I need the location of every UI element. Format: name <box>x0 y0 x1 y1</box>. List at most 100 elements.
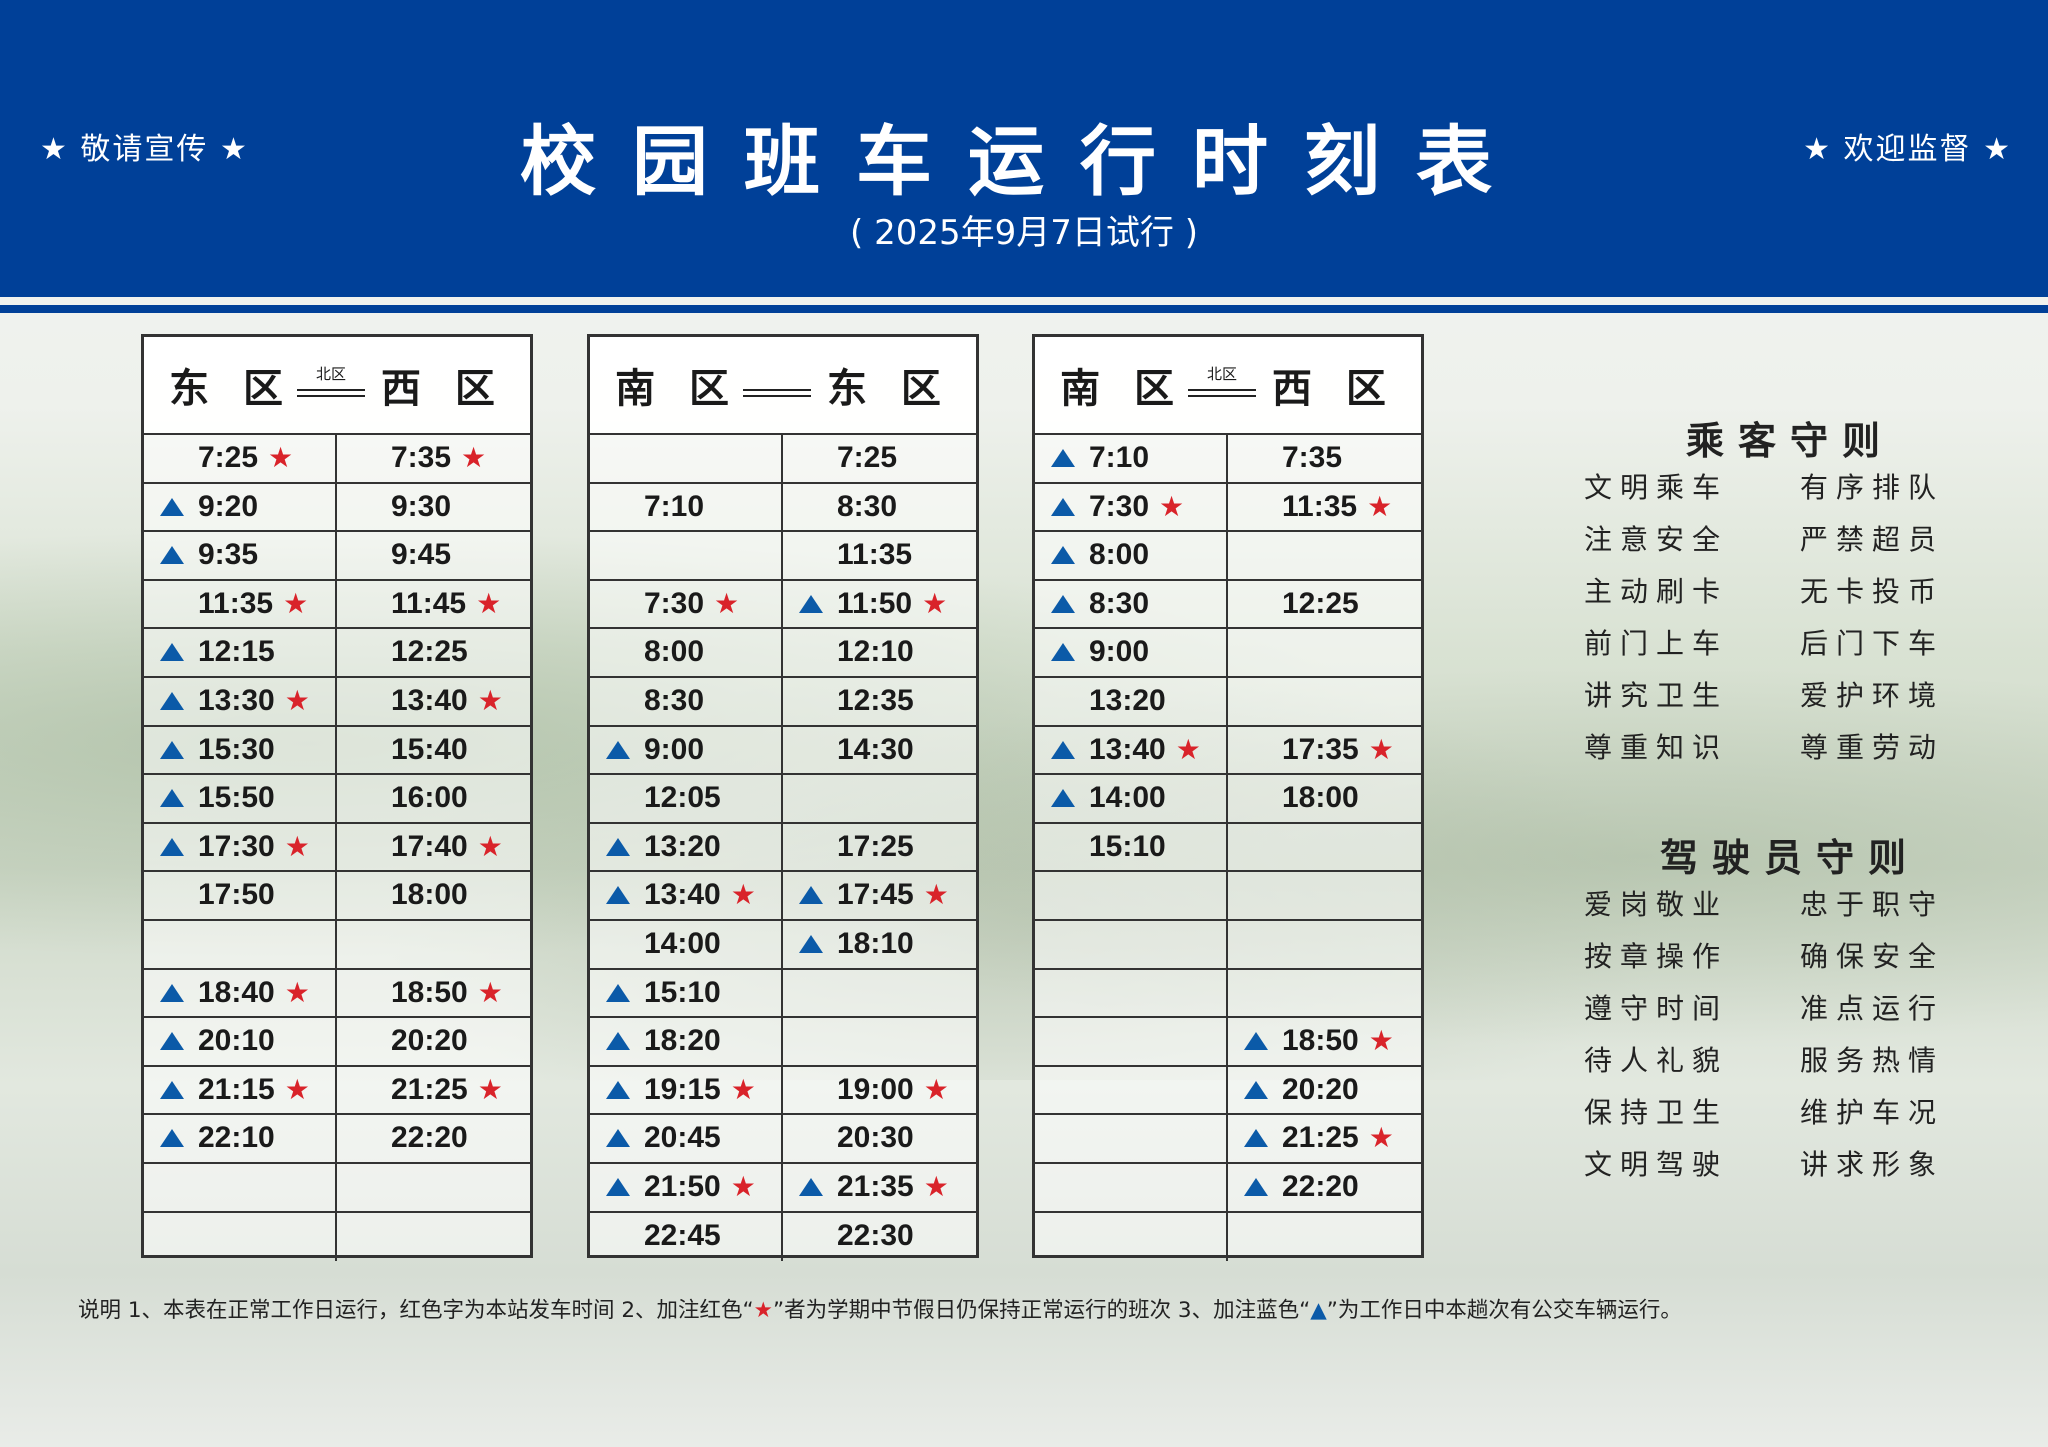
red-star-icon: ★ <box>476 586 502 620</box>
time-cell: 13:40 ★ <box>590 872 783 919</box>
blue-triangle-icon <box>1051 740 1075 759</box>
departure-time: 22:30 <box>837 1218 914 1252</box>
route-to: 西 区 <box>1272 366 1396 412</box>
time-cell <box>1035 1066 1228 1114</box>
time-cell <box>1228 629 1421 676</box>
rule-item: 服务热情 <box>1800 1044 1945 1077</box>
time-cell: 11:35 ★ <box>144 580 337 628</box>
route-from: 东 区 <box>169 366 293 412</box>
blue-triangle-icon <box>606 983 630 1002</box>
rule-item: 爱岗敬业 <box>1584 888 1729 921</box>
rule-item: 爱护环境 <box>1800 679 1945 712</box>
table-row: 14:00 18:00 <box>1035 775 1421 824</box>
table-row: 22:20 <box>1035 1163 1421 1213</box>
departure-time: 18:00 <box>1282 781 1359 815</box>
blue-triangle-icon <box>1051 497 1075 516</box>
table-row: 11:35 ★ 11:45 ★ <box>144 580 530 630</box>
departure-time: 15:10 <box>1089 829 1166 863</box>
red-star-icon: ★ <box>1367 489 1393 523</box>
time-cell: 20:45 <box>590 1115 783 1162</box>
time-cell <box>144 920 337 968</box>
rule-item: 待人礼貌 <box>1584 1044 1729 1077</box>
departure-time: 11:35 <box>837 538 913 572</box>
time-cell: 14:00 <box>1035 775 1228 822</box>
blue-triangle-icon <box>160 1032 184 1051</box>
departure-time: 20:45 <box>644 1121 721 1155</box>
route-via: 北区 <box>1206 365 1237 383</box>
blue-triangle-icon <box>1051 594 1075 613</box>
blue-triangle-icon <box>1244 1032 1268 1051</box>
table-row: 17:50 18:00 <box>144 872 530 921</box>
departure-time: 7:30 <box>1089 489 1150 523</box>
time-cell <box>1228 970 1421 1017</box>
time-cell <box>337 1213 530 1262</box>
table-row: 8:30 12:25 <box>1035 580 1421 630</box>
departure-time: 22:20 <box>391 1121 468 1155</box>
departure-time: 9:30 <box>391 489 452 523</box>
rule-item: 无卡投币 <box>1800 575 1945 608</box>
footer-part2: ”者为学期中节假日仍保持正常运行的班次 3、加注蓝色“ <box>772 1298 1311 1323</box>
table-row: 22:10 22:20 <box>144 1115 530 1164</box>
departure-time: 15:10 <box>644 975 721 1009</box>
time-cell: 13:20 <box>590 823 783 871</box>
time-cell: 15:10 <box>1035 823 1228 871</box>
red-star-icon: ★ <box>923 878 949 912</box>
table-row: 9:00 14:30 <box>590 726 976 776</box>
rule-item: 有序排队 <box>1800 471 1945 504</box>
departure-time: 20:20 <box>1282 1072 1359 1106</box>
time-cell: 13:20 <box>1035 677 1228 725</box>
blue-triangle-icon <box>606 886 630 905</box>
departure-time: 11:45 <box>391 586 467 620</box>
table-row: 8:00 <box>1035 532 1421 581</box>
departure-time: 12:25 <box>1282 586 1359 620</box>
departure-time: 18:10 <box>837 926 914 960</box>
departure-time: 12:35 <box>837 683 914 717</box>
departure-time: 22:10 <box>198 1121 275 1155</box>
red-star-icon: ★ <box>284 1072 310 1106</box>
departure-time: 21:15 <box>198 1072 275 1106</box>
table-row <box>144 1212 530 1262</box>
time-cell: 18:50 ★ <box>337 970 530 1017</box>
departure-time: 16:00 <box>391 781 468 815</box>
rule-item: 后门下车 <box>1800 627 1945 660</box>
departure-time: 14:00 <box>1089 781 1166 815</box>
time-cell: 18:50 ★ <box>1228 1018 1421 1065</box>
time-cell: 8:00 <box>590 629 783 676</box>
time-cell: 7:30 ★ <box>1035 483 1228 531</box>
time-cell: 15:30 <box>144 726 337 774</box>
blue-triangle-icon <box>160 1129 184 1148</box>
time-cell: 12:25 <box>1228 581 1421 628</box>
blue-triangle-icon <box>606 1129 630 1148</box>
departure-time: 7:25 <box>198 441 259 474</box>
table-row: 21:15 ★ 21:25 ★ <box>144 1066 530 1116</box>
departure-time: 22:45 <box>644 1218 721 1252</box>
red-star-icon: ★ <box>730 1072 756 1106</box>
blue-triangle-icon <box>160 1080 184 1099</box>
bidirectional-arrow-icon: 北区 <box>295 365 367 405</box>
time-cell: 7:35 <box>1228 435 1421 482</box>
red-star-icon: ★ <box>1159 489 1185 523</box>
table-row: 8:30 12:35 <box>590 677 976 727</box>
time-cell: 17:45 ★ <box>783 872 976 919</box>
departure-time: 15:30 <box>198 732 275 766</box>
departure-time: 20:10 <box>198 1024 275 1058</box>
time-cell: 22:10 <box>144 1115 337 1162</box>
table-row: 11:35 <box>590 532 976 581</box>
blue-triangle-icon <box>1051 449 1075 467</box>
rule-item: 文明驾驶 <box>1584 1148 1729 1181</box>
blue-triangle-icon <box>1244 1080 1268 1099</box>
red-star-icon: ★ <box>477 975 503 1009</box>
departure-time: 19:15 <box>644 1072 721 1106</box>
table-row <box>144 920 530 970</box>
table-row <box>144 1163 530 1213</box>
table-row: 15:10 <box>590 969 976 1019</box>
blue-triangle-icon <box>606 837 630 856</box>
time-cell: 14:30 <box>783 727 976 774</box>
table-row: 15:10 <box>1035 823 1421 873</box>
red-star-icon: ★ <box>284 829 310 863</box>
footer-part1: 说明 1、本表在正常工作日运行，红色字为本站发车时间 2、加注红色“ <box>78 1298 754 1323</box>
rule-item: 维护车况 <box>1800 1096 1945 1129</box>
time-cell: 18:00 <box>1228 775 1421 822</box>
time-cell: 14:00 <box>590 920 783 968</box>
departure-time: 15:50 <box>198 781 275 815</box>
